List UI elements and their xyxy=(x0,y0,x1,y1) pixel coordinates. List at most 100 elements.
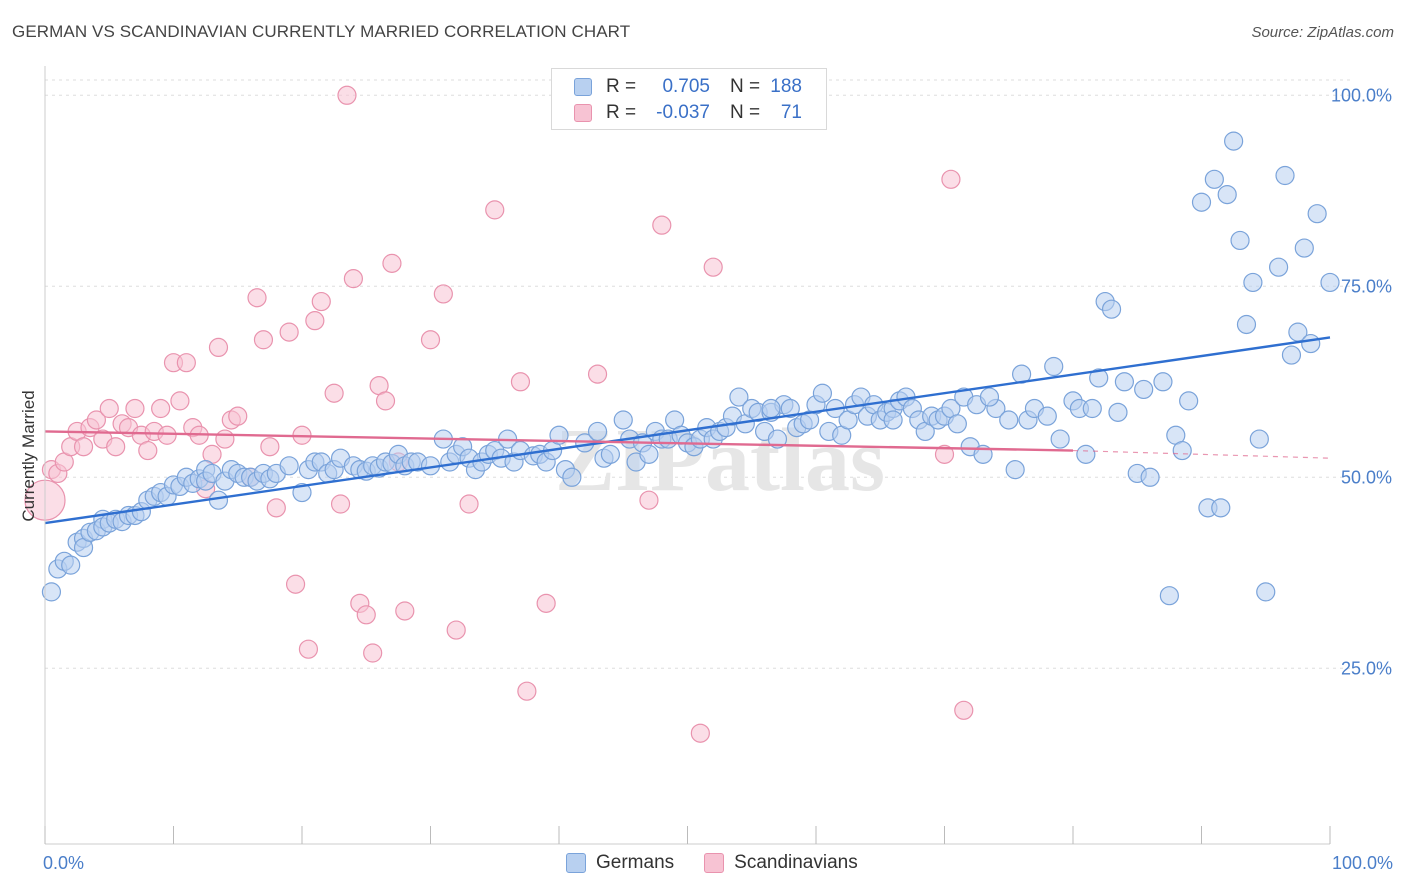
german-point xyxy=(1076,444,1096,464)
german-point xyxy=(1037,406,1057,426)
german-point xyxy=(1211,498,1231,518)
german-point xyxy=(1101,299,1122,319)
scandinavian-trend-line xyxy=(44,430,1074,452)
german-point xyxy=(883,410,903,430)
scandinavian-point xyxy=(703,257,723,277)
german-point xyxy=(1153,372,1173,392)
german-point xyxy=(1204,169,1224,189)
scandinavian-point xyxy=(324,383,344,403)
german-point xyxy=(1256,582,1276,602)
y-tick-label: 50.0% xyxy=(1341,467,1392,487)
scandinavian-point xyxy=(260,437,280,457)
german-point xyxy=(1050,429,1070,449)
scandinavian-point xyxy=(228,406,248,426)
legend-swatch-scandinavians xyxy=(574,104,592,122)
scandinavian-point xyxy=(363,643,383,663)
german-point xyxy=(1307,204,1327,224)
bottom-legend: Germans Scandinavians xyxy=(566,852,888,874)
chart-title: GERMAN VS SCANDINAVIAN CURRENTLY MARRIED… xyxy=(12,22,631,41)
german-point xyxy=(999,410,1019,430)
german-point xyxy=(1224,131,1244,151)
scandinavian-point xyxy=(157,425,177,445)
german-point xyxy=(767,429,788,449)
scandinavian-point xyxy=(106,437,126,457)
german-point xyxy=(1320,272,1340,293)
german-point xyxy=(1140,467,1160,487)
german-point xyxy=(1134,379,1154,400)
german-point xyxy=(1159,586,1179,606)
scandinavian-point xyxy=(311,291,331,312)
legend-row-germans: R = 0.705 N = 188 xyxy=(574,74,802,100)
bottom-legend-swatch-scandinavians xyxy=(704,853,725,873)
scandinavian-point xyxy=(99,398,119,419)
german-point xyxy=(1275,165,1295,186)
legend: R = 0.705 N = 188 R = -0.037 N = 71 xyxy=(551,68,827,130)
scandinavian-point xyxy=(954,700,974,720)
german-point xyxy=(41,582,62,602)
scandinavian-point xyxy=(305,311,325,331)
german-point xyxy=(1243,272,1263,293)
scandinavian-point xyxy=(330,494,351,514)
german-point xyxy=(1281,345,1302,365)
scandinavian-point xyxy=(941,169,961,189)
source-label: Source: ZipAtlas.com xyxy=(1251,24,1394,41)
legend-r-value: 0.705 xyxy=(662,76,710,97)
y-tick-label: 100.0% xyxy=(1331,85,1392,105)
y-tick-label: 25.0% xyxy=(1341,658,1392,678)
scandinavian-point xyxy=(138,440,158,461)
scandinavian-point xyxy=(485,200,505,220)
legend-r-value: -0.037 xyxy=(656,102,710,123)
german-point xyxy=(1191,192,1212,212)
scandinavian-point xyxy=(934,444,955,464)
german-point xyxy=(729,387,749,407)
german-point xyxy=(1005,460,1025,480)
scandinavian-point xyxy=(151,398,171,419)
german-point xyxy=(947,414,967,434)
scandinavian-point xyxy=(459,494,479,514)
scandinavian-point xyxy=(86,410,107,430)
scandinavian-point xyxy=(510,372,531,392)
german-point xyxy=(1089,368,1109,388)
scandinavian-point xyxy=(215,429,235,449)
legend-n-label: N = xyxy=(730,76,761,97)
german-point xyxy=(1249,429,1269,449)
x-tick-label-end: 100.0% xyxy=(1332,853,1393,873)
bottom-legend-germans: Germans xyxy=(566,852,674,874)
german-point xyxy=(780,398,800,419)
bottom-legend-label-scandinavians: Scandinavians xyxy=(734,852,858,873)
legend-r-label: R = xyxy=(606,76,637,97)
german-point xyxy=(1301,333,1321,354)
scandinavian-point xyxy=(298,639,319,659)
legend-n-value: 188 xyxy=(770,76,802,97)
scandinavian-point xyxy=(517,681,537,701)
legend-swatch-germans xyxy=(574,78,592,96)
scandinavian-point xyxy=(356,605,376,625)
german-point xyxy=(613,410,633,430)
scandinavian-point xyxy=(266,498,286,518)
scandinavian-point xyxy=(690,723,710,743)
german-point xyxy=(812,383,833,403)
scandinavian-point xyxy=(343,269,363,289)
german-points xyxy=(41,131,1340,606)
german-point xyxy=(1179,391,1199,411)
scandinavian-point xyxy=(446,620,466,640)
scandinavian-points xyxy=(24,85,974,743)
german-point xyxy=(61,555,81,575)
scandinavian-point xyxy=(639,490,659,510)
german-point xyxy=(587,421,608,442)
scandinavian-point xyxy=(176,353,196,373)
german-point xyxy=(292,482,312,503)
german-point xyxy=(600,444,621,464)
german-point xyxy=(1268,257,1289,277)
german-point xyxy=(1082,398,1102,419)
german-point xyxy=(639,444,659,464)
bottom-legend-scandinavians: Scandinavians xyxy=(704,852,858,874)
scandinavian-trend-extension xyxy=(1072,449,1331,459)
german-trend-line xyxy=(44,336,1331,525)
trend-layer xyxy=(44,336,1331,525)
german-point xyxy=(208,490,229,510)
german-point xyxy=(279,456,299,476)
scandinavian-point xyxy=(247,288,267,308)
bottom-legend-label-germans: Germans xyxy=(596,852,675,873)
